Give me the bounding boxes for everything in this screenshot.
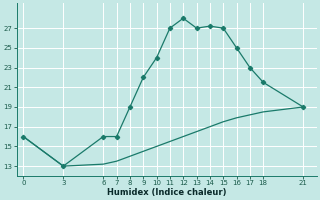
X-axis label: Humidex (Indice chaleur): Humidex (Indice chaleur)	[107, 188, 226, 197]
